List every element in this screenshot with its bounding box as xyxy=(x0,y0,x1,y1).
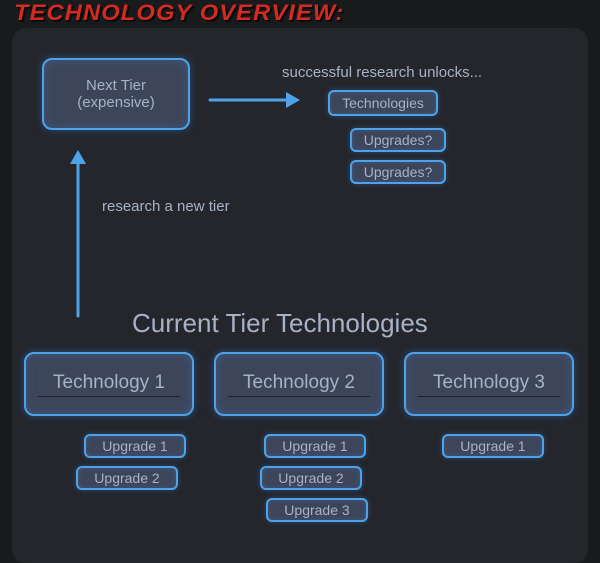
research-tier-label: research a new tier xyxy=(102,198,230,215)
arrow-right-icon xyxy=(195,85,315,115)
upgrade-pill: Upgrade 1 xyxy=(442,434,544,458)
section-heading: Current Tier Technologies xyxy=(132,308,428,339)
technology-box: Technology 1 xyxy=(24,352,194,416)
diagram-canvas: TECHNOLOGY OVERVIEW: Next Tier (expensiv… xyxy=(0,0,600,563)
upgrade-pill: Upgrade 3 xyxy=(266,498,368,522)
next-tier-box: Next Tier (expensive) xyxy=(42,58,190,130)
unlock-pill: Upgrades? xyxy=(350,160,446,184)
upgrade-pill: Upgrade 2 xyxy=(76,466,178,490)
unlock-pill: Upgrades? xyxy=(350,128,446,152)
arrow-up-icon xyxy=(63,135,93,331)
page-title: TECHNOLOGY OVERVIEW: xyxy=(14,0,345,26)
upgrade-pill: Upgrade 1 xyxy=(264,434,366,458)
technology-name: Technology 1 xyxy=(38,372,181,397)
upgrade-pill: Upgrade 1 xyxy=(84,434,186,458)
technology-name: Technology 3 xyxy=(418,372,561,397)
technology-name: Technology 2 xyxy=(228,372,371,397)
unlock-pill: Technologies xyxy=(328,90,438,116)
next-tier-line2: (expensive) xyxy=(77,94,155,111)
technology-box: Technology 2 xyxy=(214,352,384,416)
unlock-label: successful research unlocks... xyxy=(282,64,482,81)
technology-box: Technology 3 xyxy=(404,352,574,416)
next-tier-line1: Next Tier xyxy=(86,77,146,94)
upgrade-pill: Upgrade 2 xyxy=(260,466,362,490)
